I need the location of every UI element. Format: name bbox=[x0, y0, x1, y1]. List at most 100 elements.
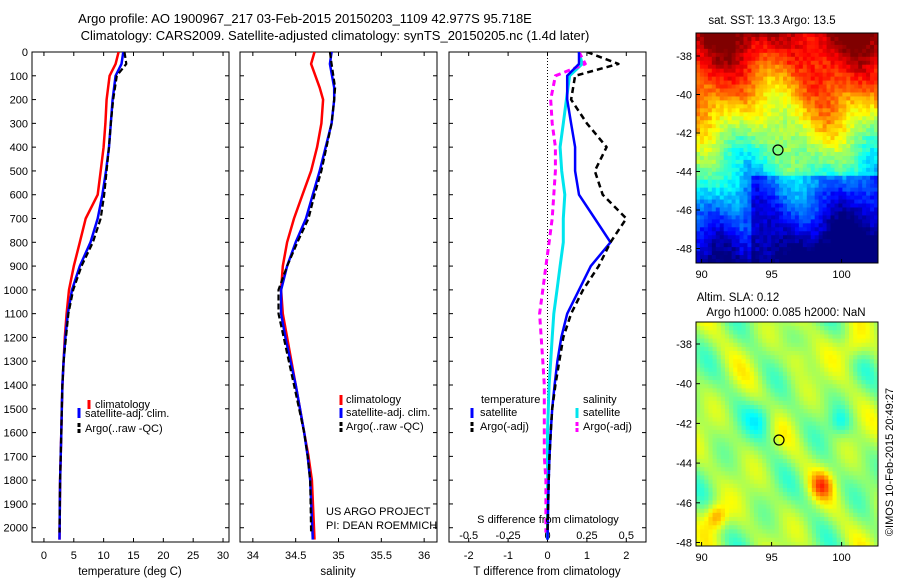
sst-cell bbox=[846, 211, 851, 216]
sla-cell bbox=[749, 454, 755, 460]
sst-cell bbox=[735, 136, 740, 141]
sla-cell bbox=[774, 375, 780, 381]
sst-cell bbox=[743, 195, 748, 200]
sst-cell bbox=[703, 255, 709, 260]
sst-cell bbox=[715, 183, 721, 189]
s-difference-tick-label: 0.5 bbox=[619, 530, 634, 542]
sst-cell bbox=[779, 84, 784, 89]
sla-cell bbox=[753, 322, 759, 327]
sst-cell bbox=[779, 199, 784, 204]
sst-cell bbox=[783, 144, 788, 149]
sst-cell bbox=[842, 60, 847, 66]
sla-cell bbox=[820, 438, 825, 443]
sst-cell bbox=[751, 64, 756, 70]
sla-cell bbox=[716, 330, 722, 335]
sla-cell bbox=[795, 326, 800, 331]
sst-cell bbox=[743, 255, 748, 260]
sst-cell bbox=[779, 211, 784, 216]
sst-cell bbox=[767, 136, 772, 141]
sla-cell bbox=[737, 396, 742, 402]
sla-cell bbox=[811, 487, 817, 493]
sst-cell bbox=[858, 92, 863, 97]
sst-cell bbox=[759, 80, 764, 85]
sla-cell bbox=[733, 483, 738, 489]
sla-cell bbox=[704, 413, 709, 418]
sst-cell bbox=[838, 132, 843, 137]
sst-cell bbox=[783, 72, 788, 78]
sla-cell bbox=[737, 338, 742, 344]
sla-cell bbox=[720, 342, 726, 348]
sla-cell bbox=[849, 346, 854, 352]
sst-cell bbox=[783, 92, 788, 97]
sla-cell bbox=[807, 492, 813, 497]
sla-cell bbox=[811, 450, 817, 456]
sst-cell bbox=[699, 76, 705, 81]
salinity-tick-label: 35 bbox=[332, 550, 344, 562]
sst-cell bbox=[739, 155, 744, 161]
sst-cell bbox=[822, 76, 827, 81]
sst-cell bbox=[715, 207, 721, 212]
sst-cell bbox=[727, 159, 733, 165]
sst-cell bbox=[787, 136, 792, 141]
sla-cell bbox=[716, 442, 722, 447]
s-satellite-line bbox=[546, 52, 584, 540]
sla-cell bbox=[791, 334, 796, 339]
sla-cell bbox=[811, 375, 817, 381]
sst-cell bbox=[723, 155, 729, 161]
sst-cell bbox=[727, 48, 733, 54]
sla-cell bbox=[795, 363, 800, 369]
sst-cell bbox=[747, 144, 752, 149]
sla-cell bbox=[753, 467, 759, 472]
sst-cell bbox=[755, 124, 760, 129]
depth-tick-label: 800 bbox=[10, 237, 28, 249]
sst-cell bbox=[711, 259, 717, 264]
sla-cell bbox=[762, 409, 767, 414]
sla-cell bbox=[729, 326, 734, 331]
sst-cell bbox=[846, 72, 851, 78]
sla-cell bbox=[758, 496, 763, 501]
sst-cell bbox=[763, 140, 768, 145]
sla-cell bbox=[820, 334, 825, 339]
sst-cell bbox=[731, 120, 736, 125]
sla-cell bbox=[803, 434, 809, 439]
sst-cell bbox=[696, 227, 701, 232]
sst-cell bbox=[874, 124, 879, 129]
sst-cell bbox=[703, 88, 709, 93]
sla-cell bbox=[782, 355, 788, 360]
sst-cell bbox=[830, 96, 835, 101]
sst-cell bbox=[866, 40, 871, 46]
sst-cell bbox=[775, 171, 780, 177]
sla-cell bbox=[778, 492, 784, 497]
sla-cell bbox=[749, 371, 755, 377]
sla-cell bbox=[865, 338, 871, 344]
sst-cell bbox=[715, 223, 721, 228]
sst-cell bbox=[783, 163, 788, 169]
sst-cell bbox=[763, 80, 768, 85]
sla-cell bbox=[774, 483, 780, 489]
sst-cell bbox=[798, 80, 804, 85]
sla-cell bbox=[741, 487, 747, 493]
sla-cell bbox=[733, 388, 738, 393]
sst-cell bbox=[874, 40, 879, 46]
sst-cell bbox=[854, 231, 859, 236]
sla-cell bbox=[799, 500, 804, 505]
sst-cell bbox=[763, 60, 768, 66]
sst-cell bbox=[850, 243, 855, 248]
sla-cell bbox=[791, 326, 796, 331]
sla-cell bbox=[770, 367, 775, 373]
sst-cell bbox=[790, 247, 796, 252]
sla-cell bbox=[873, 380, 879, 385]
sst-cell bbox=[771, 40, 776, 46]
sla-cell bbox=[815, 342, 821, 348]
sla-cell bbox=[865, 404, 871, 410]
sst-cell bbox=[767, 167, 772, 173]
sst-cell bbox=[703, 235, 709, 240]
sla-cell bbox=[700, 417, 705, 422]
sst-cell bbox=[787, 219, 792, 224]
sla-cell bbox=[811, 496, 817, 501]
sla-cell bbox=[704, 467, 709, 472]
sst-cell bbox=[763, 148, 768, 153]
sst-cell bbox=[862, 243, 867, 248]
sst-cell bbox=[790, 155, 796, 161]
sst-cell bbox=[814, 259, 820, 264]
